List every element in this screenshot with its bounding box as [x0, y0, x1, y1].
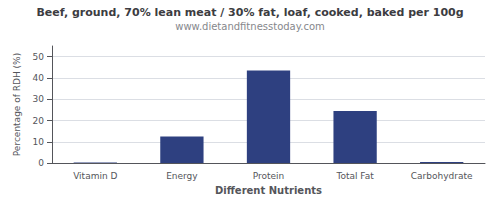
svg-text:Beef, ground, 70% lean meat /: Beef, ground, 70% lean meat / 30% fat, l… [36, 6, 463, 19]
svg-text:0: 0 [38, 158, 44, 168]
svg-text:www.dietandfitnesstoday.com: www.dietandfitnesstoday.com [175, 21, 324, 32]
svg-text:10: 10 [33, 137, 45, 147]
svg-text:Protein: Protein [253, 171, 285, 181]
svg-text:Percentage of RDH (%): Percentage of RDH (%) [12, 53, 22, 156]
svg-text:30: 30 [33, 94, 45, 104]
svg-text:Total Fat: Total Fat [335, 171, 374, 181]
svg-text:Different Nutrients: Different Nutrients [215, 185, 322, 196]
svg-text:Carbohydrate: Carbohydrate [411, 171, 473, 181]
svg-text:Vitamin D: Vitamin D [73, 171, 117, 181]
svg-text:20: 20 [33, 116, 45, 126]
svg-text:40: 40 [33, 73, 45, 83]
svg-text:Energy: Energy [166, 171, 198, 181]
svg-text:50: 50 [33, 52, 45, 62]
